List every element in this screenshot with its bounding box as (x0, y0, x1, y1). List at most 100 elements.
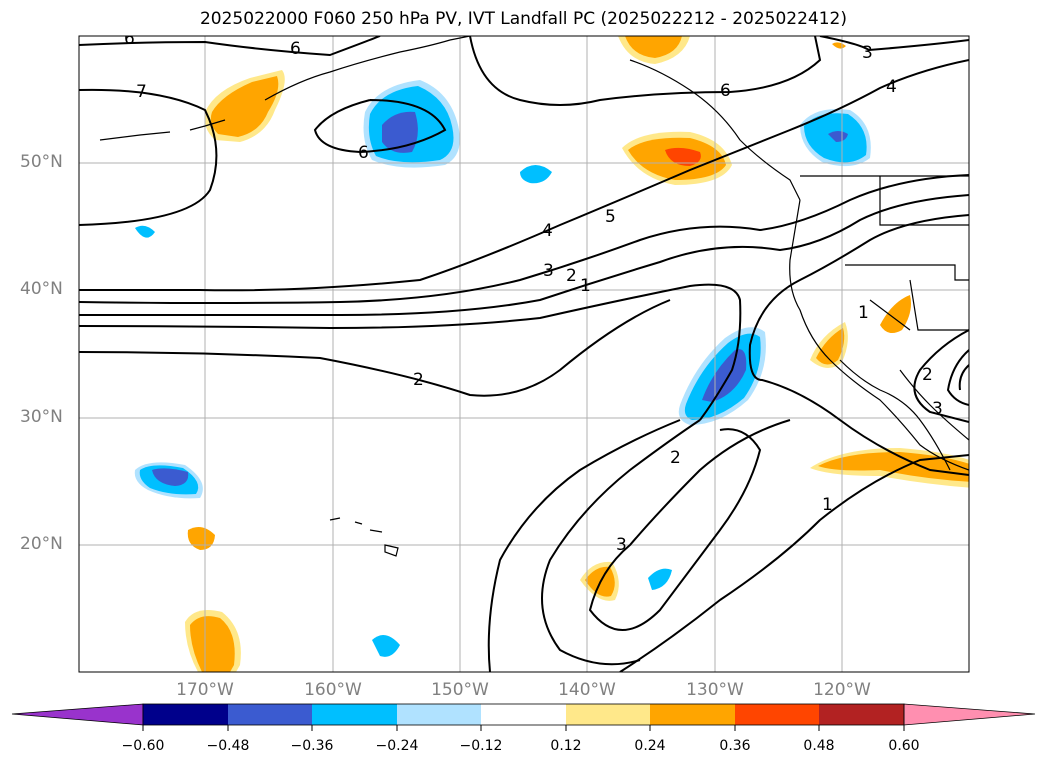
contour-label: 3 (932, 399, 943, 419)
map-title: 2025022000 F060 250 hPa PV, IVT Landfall… (199, 9, 847, 29)
us-state-borders (845, 176, 969, 331)
colorbar-tick-label: 0.24 (634, 738, 666, 754)
contour-label: 4 (886, 77, 897, 97)
colorbar-tick-marks (142, 725, 905, 731)
lon-label: 150°W (431, 680, 489, 700)
colorbar-tick-label: 0.48 (803, 738, 835, 754)
pv-anomaly-positive (880, 295, 911, 334)
contour-label: 3 (862, 43, 873, 63)
colorbar-bin (228, 704, 312, 725)
colorbar-tick-label: −0.12 (459, 738, 503, 754)
alaska-panhandle-coast (629, 59, 801, 201)
contour-label: 4 (542, 221, 553, 241)
pv-anomaly-negative (152, 468, 189, 486)
lat-label: 30°N (20, 407, 63, 427)
lat-lon-grid (79, 36, 969, 672)
aleutian-islands (99, 119, 226, 141)
colorbar-bin (566, 704, 650, 725)
colorbar-tick-label: −0.24 (375, 738, 419, 754)
pv-anomaly-positive (665, 147, 701, 166)
contour-line (79, 174, 969, 304)
contour-label: 6 (358, 143, 369, 163)
plot-frame (78, 35, 970, 673)
pv-fill-layer (134, 36, 969, 672)
colorbar-bin (819, 704, 904, 725)
lon-label: 140°W (558, 680, 616, 700)
lat-label: 40°N (20, 279, 63, 299)
colorbar-bin (735, 704, 819, 725)
contour-label: 7 (136, 82, 147, 102)
lon-label: 160°W (304, 680, 362, 700)
contour-label: 1 (822, 495, 833, 515)
lat-label: 50°N (20, 152, 63, 172)
contour-line (619, 454, 969, 672)
colorbar-bin (143, 704, 228, 725)
baja-california-coast (839, 359, 951, 471)
pv-anomaly-negative (382, 111, 418, 153)
colorbar-bin (397, 704, 481, 725)
contour-line (79, 299, 671, 397)
lon-label: 130°W (686, 680, 744, 700)
colorbar-bin (312, 704, 397, 725)
contour-label: 2 (670, 448, 681, 468)
pv-anomaly-negative (372, 635, 400, 657)
colorbar-frame (142, 703, 905, 726)
colorbar-min-arrow (11, 703, 144, 726)
contour-label: 2 (566, 266, 577, 286)
gulf-of-california-coast (899, 369, 969, 441)
contour-label: 6 (290, 39, 301, 59)
contour-line (819, 36, 969, 52)
contour-label: 3 (616, 535, 627, 555)
contour-line (79, 36, 381, 57)
pv-anomaly-positive (210, 76, 279, 137)
pv-anomaly-positive (625, 36, 682, 58)
contour-line (79, 283, 742, 421)
contour-label: 5 (605, 207, 616, 227)
pv-anomaly-negative (828, 131, 848, 142)
pv-anomaly-negative (520, 165, 552, 184)
lon-label: 170°W (176, 680, 234, 700)
contour-labels: 6 6 7 6 3 4 6 5 4 3 2 1 2 2 3 1 1 2 3 (124, 29, 943, 555)
lon-label: 120°W (813, 680, 871, 700)
colorbar-bin (650, 704, 735, 725)
colorbar-tick-label: −0.60 (121, 738, 165, 754)
colorbar (11, 703, 1036, 731)
colorbar-bin (481, 704, 566, 725)
colorbar-tick-label: −0.36 (290, 738, 334, 754)
pv-anomaly-positive (190, 616, 235, 672)
colorbar-tick-label: 0.60 (888, 738, 920, 754)
contour-line (958, 364, 969, 391)
lat-label: 20°N (20, 534, 63, 554)
contour-label: 6 (124, 29, 135, 49)
contour-line (313, 99, 447, 154)
colorbar-tick-label: −0.48 (206, 738, 250, 754)
contour-line (79, 59, 969, 292)
contour-label: 6 (720, 81, 731, 101)
contour-line (487, 419, 681, 672)
contour-line (748, 214, 969, 476)
contour-line (541, 419, 701, 666)
ivt-contours (79, 36, 969, 672)
pv-anomaly-negative (648, 568, 672, 590)
coastlines (99, 36, 969, 557)
contour-line (913, 329, 969, 423)
contour-line (79, 88, 218, 226)
pv-anomaly-negative (135, 225, 155, 238)
contour-line (469, 36, 822, 106)
plot-area: 6 6 7 6 3 4 6 5 4 3 2 1 2 2 3 1 1 2 3 (79, 29, 969, 672)
hawaiian-islands (329, 517, 399, 557)
contour-label: 2 (413, 370, 424, 390)
colorbar-max-arrow (903, 703, 1036, 726)
contour-label: 1 (858, 303, 869, 323)
contour-label: 3 (543, 261, 554, 281)
north-america-west-coast (789, 199, 969, 471)
pv-anomaly-positive (832, 42, 846, 49)
colorbar-tick-label: 0.36 (719, 738, 751, 754)
colorbar-tick-label: 0.12 (550, 738, 582, 754)
contour-label: 2 (922, 365, 933, 385)
pv-anomaly-positive (816, 328, 845, 365)
contour-line (946, 349, 969, 406)
contour-line (79, 194, 969, 317)
contour-line (588, 419, 791, 631)
